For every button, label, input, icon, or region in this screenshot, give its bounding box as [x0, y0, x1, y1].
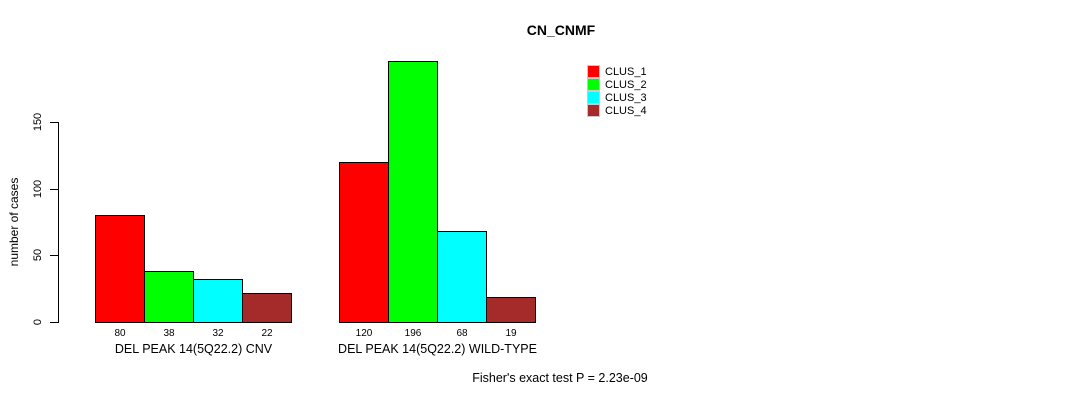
bar-clus_2-group1	[144, 271, 194, 323]
bar-clus_4-group2	[486, 297, 536, 323]
y-tick-label: 0	[32, 318, 44, 326]
legend-swatch-icon	[587, 104, 600, 117]
chart-title: CN_CNMF	[526, 22, 596, 38]
legend-swatch-icon	[587, 65, 600, 78]
bar-value-label: 196	[404, 328, 422, 339]
legend-row-clus_3: CLUS_3	[587, 91, 647, 104]
bar-clus_3-group2	[437, 231, 487, 323]
y-tick-label: 100	[32, 179, 44, 198]
bar-value-label: 68	[456, 328, 468, 339]
legend-label: CLUS_2	[605, 78, 647, 91]
bar-clus_4-group1	[242, 293, 292, 323]
legend-row-clus_1: CLUS_1	[587, 65, 647, 78]
bar-value-label: 80	[114, 328, 126, 339]
y-tick-mark	[50, 122, 59, 123]
bar-value-label: 120	[355, 328, 373, 339]
legend-row-clus_4: CLUS_4	[587, 104, 647, 117]
bar-value-label: 38	[163, 328, 175, 339]
legend: CLUS_1 CLUS_2 CLUS_3 CLUS_4	[587, 65, 647, 117]
legend-swatch-icon	[587, 78, 600, 91]
fisher-test-annotation: Fisher's exact test P = 2.23e-09	[472, 371, 648, 385]
bar-value-label: 32	[212, 328, 224, 339]
category-label: DEL PEAK 14(5Q22.2) WILD-TYPE	[338, 342, 537, 356]
bar-clus_1-group1	[95, 215, 145, 323]
y-tick-mark	[50, 322, 59, 323]
bar-clus_2-group2	[388, 61, 438, 323]
legend-label: CLUS_4	[605, 104, 647, 117]
y-tick-mark	[50, 188, 59, 190]
bar-value-label: 19	[505, 328, 517, 339]
y-tick-mark	[50, 255, 59, 257]
bar-clus_1-group2	[339, 162, 389, 323]
legend-swatch-icon	[587, 91, 600, 104]
legend-row-clus_2: CLUS_2	[587, 78, 647, 91]
y-tick-label: 150	[32, 112, 44, 132]
legend-label: CLUS_1	[605, 65, 647, 78]
y-axis-line	[58, 122, 59, 323]
bar-value-label: 22	[261, 328, 273, 339]
y-axis-label: number of cases	[7, 177, 21, 267]
category-label: DEL PEAK 14(5Q22.2) CNV	[114, 342, 273, 356]
y-tick-label: 50	[32, 249, 44, 262]
bar-clus_3-group1	[193, 279, 243, 323]
legend-label: CLUS_3	[605, 91, 647, 104]
